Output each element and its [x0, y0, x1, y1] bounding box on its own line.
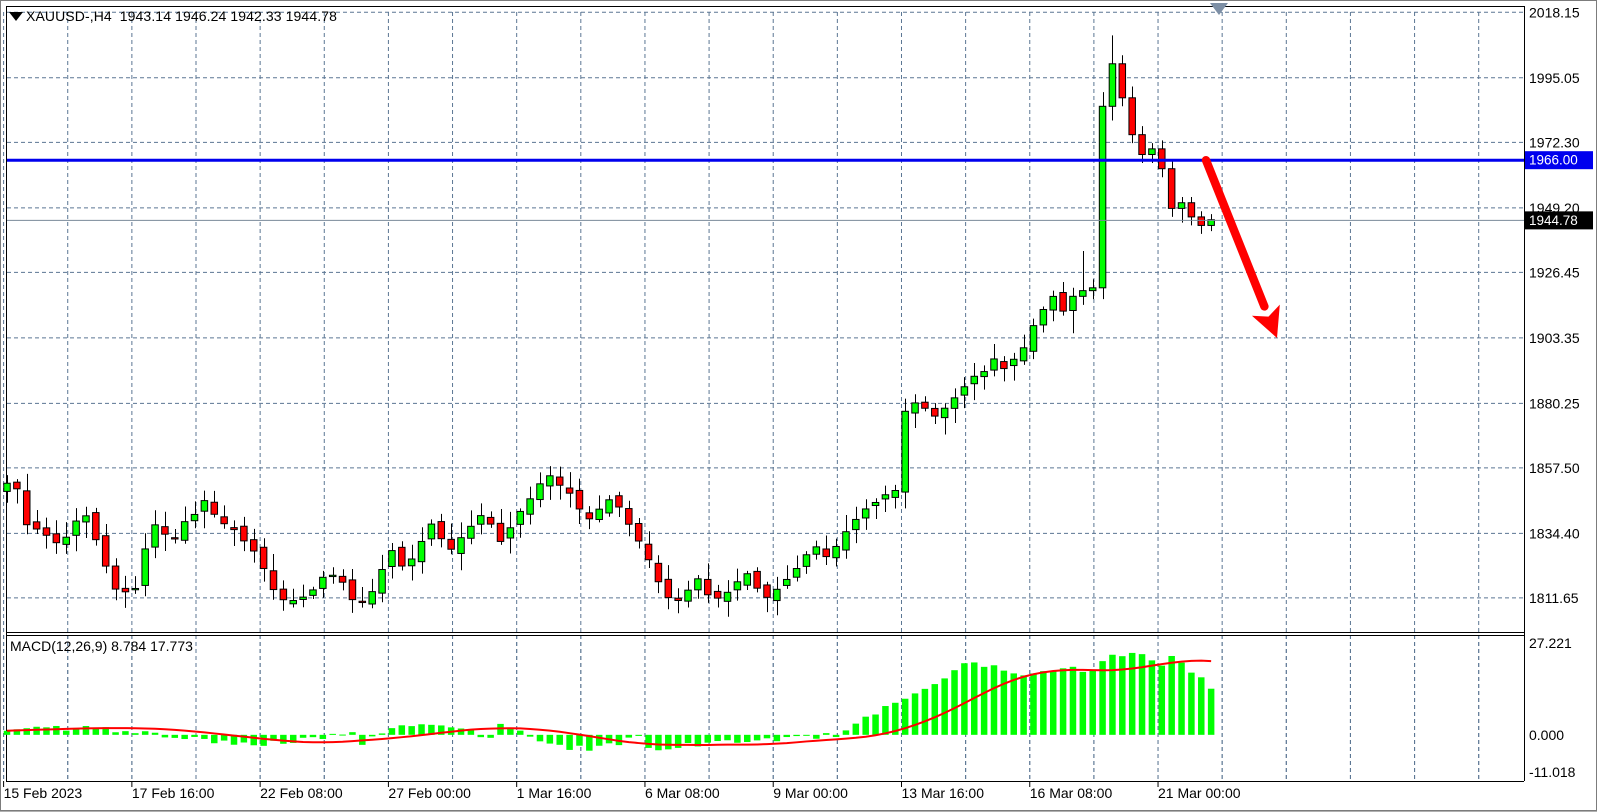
svg-text:15 Feb 2023: 15 Feb 2023	[4, 785, 83, 801]
svg-text:1880.25: 1880.25	[1529, 395, 1580, 411]
svg-text:1811.65: 1811.65	[1529, 590, 1579, 606]
svg-text:13 Mar 16:00: 13 Mar 16:00	[901, 785, 984, 801]
svg-text:27.221: 27.221	[1529, 635, 1572, 651]
svg-text:1966.00: 1966.00	[1529, 153, 1578, 168]
svg-text:27 Feb 00:00: 27 Feb 00:00	[388, 785, 471, 801]
svg-text:1 Mar 16:00: 1 Mar 16:00	[517, 785, 592, 801]
svg-text:1972.30: 1972.30	[1529, 134, 1580, 150]
svg-text:1995.05: 1995.05	[1529, 70, 1580, 86]
svg-text:21 Mar 00:00: 21 Mar 00:00	[1158, 785, 1241, 801]
svg-text:9 Mar 00:00: 9 Mar 00:00	[773, 785, 848, 801]
svg-text:6 Mar 08:00: 6 Mar 08:00	[645, 785, 720, 801]
svg-text:0.000: 0.000	[1529, 727, 1564, 743]
svg-text:-11.018: -11.018	[1529, 764, 1576, 780]
svg-text:2018.15: 2018.15	[1529, 4, 1580, 20]
svg-text:1857.50: 1857.50	[1529, 460, 1580, 476]
svg-text:1903.35: 1903.35	[1529, 330, 1580, 346]
svg-text:16 Mar 08:00: 16 Mar 08:00	[1030, 785, 1113, 801]
svg-text:22 Feb 08:00: 22 Feb 08:00	[260, 785, 343, 801]
svg-text:1926.45: 1926.45	[1529, 264, 1580, 280]
svg-text:1834.40: 1834.40	[1529, 525, 1580, 541]
svg-text:1944.78: 1944.78	[1529, 213, 1578, 228]
svg-text:17 Feb 16:00: 17 Feb 16:00	[132, 785, 215, 801]
